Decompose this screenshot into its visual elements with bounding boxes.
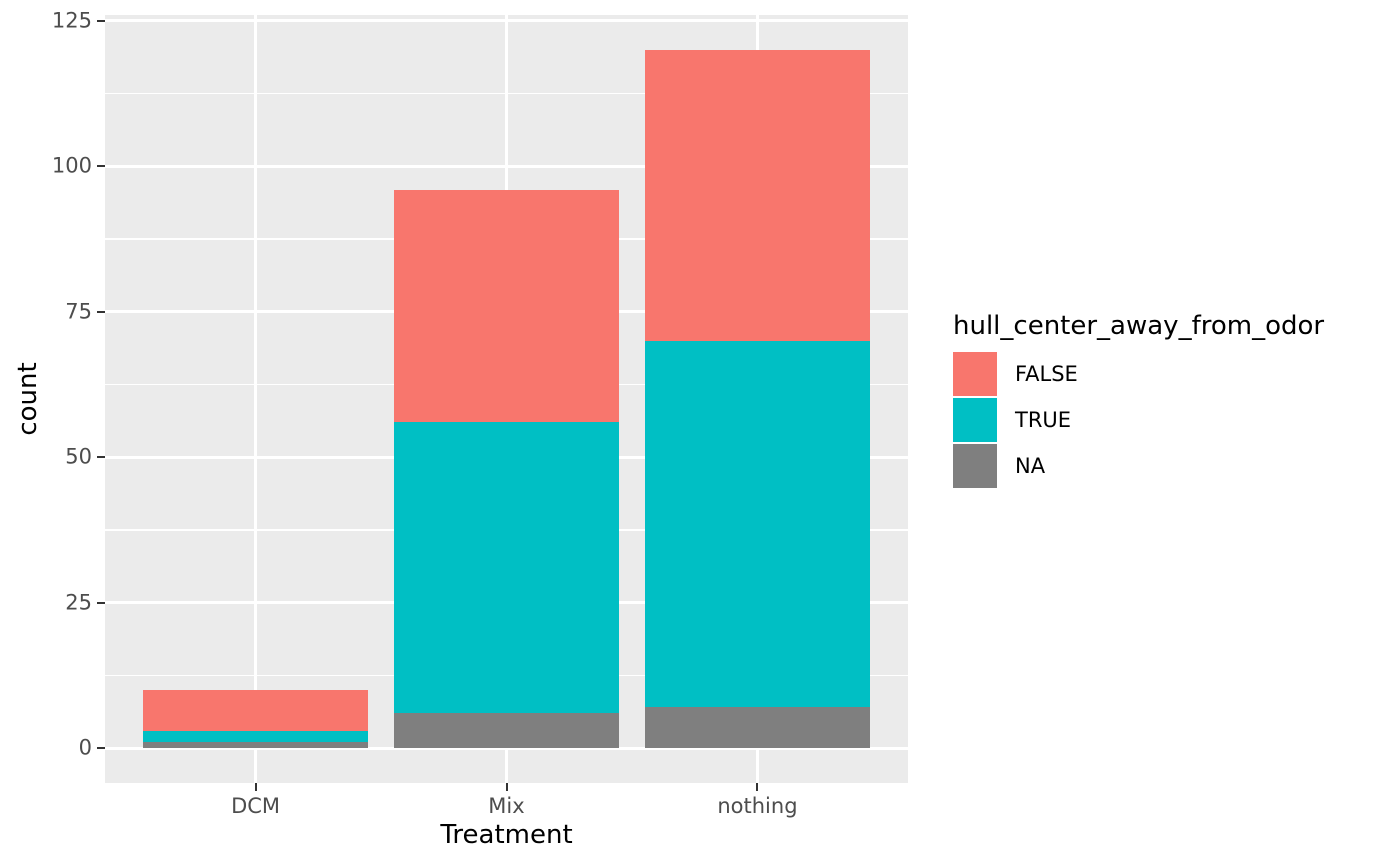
y-axis-title: count [13,362,43,436]
bar-segment-nothing-TRUE [644,340,871,708]
legend-swatch-NA [953,444,997,488]
x-axis-title: Treatment [440,820,573,850]
legend-label: TRUE [1015,408,1072,432]
legend-item-FALSE: FALSE [953,352,1393,396]
y-tick-mark [97,19,105,22]
bar-segment-DCM-NA [142,742,369,749]
x-tick-mark [756,783,759,791]
legend-label: NA [1015,454,1046,478]
legend-item-TRUE: TRUE [953,398,1393,442]
y-tick-label: 0 [78,735,92,760]
y-tick-label: 25 [65,590,92,615]
x-tick-label: DCM [231,794,281,818]
bar-segment-DCM-FALSE [142,689,369,731]
y-tick-mark [97,165,105,168]
x-tick-mark [505,783,508,791]
y-tick-label: 125 [51,8,92,33]
x-tick-mark [254,783,257,791]
y-tick-mark [97,747,105,750]
legend-label: FALSE [1015,362,1078,386]
y-tick-mark [97,456,105,459]
y-tick-label: 100 [51,153,92,178]
legend-swatch-FALSE [953,352,997,396]
legend: hull_center_away_from_odor FALSE TRUE NA [953,311,1393,490]
bar-segment-DCM-TRUE [142,730,369,743]
legend-swatch-TRUE [953,398,997,442]
y-tick-mark [97,601,105,604]
bar-segment-Mix-FALSE [393,189,620,423]
y-tick-label: 75 [65,299,92,324]
legend-item-NA: NA [953,444,1393,488]
x-tick-label: nothing [717,794,798,818]
y-tick-label: 50 [65,444,92,469]
bar-segment-nothing-NA [644,707,871,749]
bar-segment-Mix-NA [393,713,620,749]
gridline-major-x [254,15,258,783]
plot-panel [105,15,908,783]
y-tick-mark [97,310,105,313]
x-tick-label: Mix [488,794,525,818]
bar-segment-Mix-TRUE [393,422,620,714]
legend-items: FALSE TRUE NA [953,352,1393,488]
bar-segment-nothing-FALSE [644,49,871,341]
legend-title: hull_center_away_from_odor [953,311,1325,341]
